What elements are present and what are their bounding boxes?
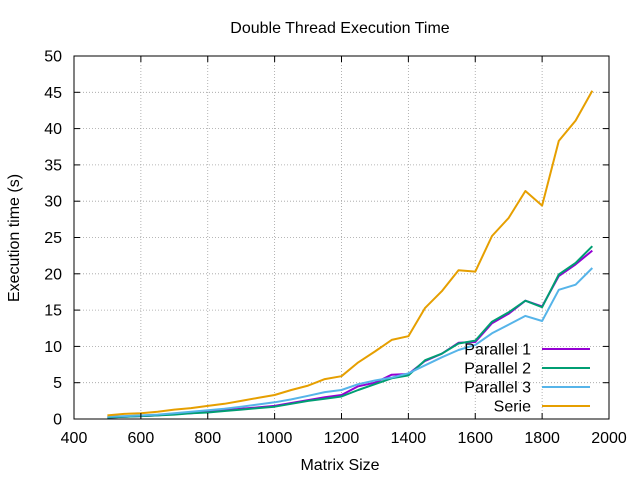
y-tick-label: 10: [44, 339, 62, 356]
chart-title: Double Thread Execution Time: [230, 20, 449, 37]
y-tick-label: 5: [53, 375, 62, 392]
y-tick-label: 40: [44, 121, 62, 138]
y-tick-label: 15: [44, 303, 62, 320]
y-tick-label: 45: [44, 85, 62, 102]
y-tick-label: 25: [44, 230, 62, 247]
y-axis-title: Execution time (s): [6, 174, 23, 302]
legend: Parallel 1 Parallel 2 Parallel 3 Serie: [464, 342, 590, 416]
tick-labels: 400 600 800 1000 1200 1400 1600 1800 2000 0 5 10 15 2…: [44, 49, 627, 448]
series-line-serie: [107, 90, 594, 417]
y-tick-label: 50: [44, 49, 62, 66]
legend-label: Serie: [494, 399, 531, 416]
y-tick-label: 30: [44, 194, 62, 211]
series-line-parallel-3: [107, 267, 594, 418]
grid-lines: [74, 56, 609, 419]
axis-ticks: [73, 55, 610, 420]
legend-label: Parallel 3: [464, 380, 531, 397]
y-tick-label: 35: [44, 157, 62, 174]
x-axis-title: Matrix Size: [300, 457, 379, 474]
y-tick-label: 0: [53, 412, 62, 429]
y-tick-label: 20: [44, 266, 62, 283]
x-tick-label: 400: [61, 430, 88, 447]
x-tick-label: 1600: [457, 430, 493, 447]
x-tick-label: 1000: [257, 430, 293, 447]
legend-label: Parallel 2: [464, 361, 531, 378]
series-lines: [107, 90, 594, 419]
x-tick-label: 800: [194, 430, 221, 447]
x-tick-label: 2000: [591, 430, 627, 447]
x-tick-label: 600: [128, 430, 155, 447]
x-tick-label: 1200: [324, 430, 360, 447]
legend-label: Parallel 1: [464, 342, 531, 359]
x-tick-label: 1800: [524, 430, 560, 447]
x-tick-label: 1400: [391, 430, 427, 447]
series-line-parallel-2: [107, 245, 594, 419]
